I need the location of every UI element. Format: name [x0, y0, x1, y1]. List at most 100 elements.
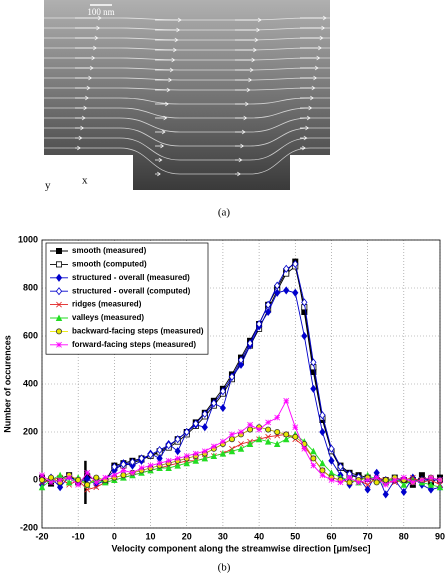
y-tick-label: 400 — [23, 378, 38, 388]
marker — [319, 411, 326, 420]
streamline — [44, 77, 330, 81]
marker — [319, 472, 326, 479]
marker — [319, 427, 326, 437]
marker — [84, 469, 91, 476]
streamline — [44, 67, 330, 71]
arrow — [235, 87, 251, 93]
marker — [165, 457, 172, 464]
marker — [129, 469, 136, 476]
marker — [219, 387, 227, 396]
marker — [301, 445, 308, 452]
scale-label: 100 nm — [87, 7, 114, 17]
marker — [192, 419, 199, 428]
marker — [274, 281, 281, 290]
x-tick-label: 70 — [363, 531, 373, 541]
legend-label: backward-facing steps (measured) — [72, 327, 204, 336]
arrow — [235, 17, 262, 23]
x-tick-label: 60 — [326, 531, 336, 541]
arrow — [235, 143, 245, 149]
marker — [328, 477, 335, 483]
arrow — [300, 145, 306, 151]
streamline — [44, 127, 330, 147]
axis-letter: x — [82, 175, 88, 187]
marker — [400, 487, 407, 497]
legend-label: valleys (measured) — [72, 313, 144, 322]
marker — [292, 433, 299, 440]
x-tick-label: 90 — [435, 531, 445, 541]
marker — [111, 472, 118, 479]
marker — [265, 433, 272, 440]
arrow — [300, 85, 316, 91]
arrow — [300, 55, 321, 61]
marker — [283, 431, 290, 438]
marker — [210, 399, 217, 408]
marker — [120, 467, 127, 474]
arrow — [75, 145, 81, 151]
marker — [283, 397, 290, 404]
marker — [382, 476, 389, 483]
marker — [436, 483, 444, 491]
marker — [328, 456, 335, 465]
marker — [274, 288, 281, 297]
marker — [228, 436, 235, 443]
y-tick-label: 0 — [33, 474, 38, 484]
marker — [310, 358, 317, 367]
arrow — [300, 25, 326, 31]
marker — [265, 426, 272, 433]
marker — [274, 414, 281, 421]
marker — [219, 450, 227, 457]
marker — [373, 479, 380, 486]
x-tick-label: 20 — [182, 531, 192, 541]
arrow — [155, 27, 181, 33]
marker — [292, 259, 299, 269]
marker — [120, 472, 127, 479]
arrow — [235, 57, 256, 63]
arrow — [155, 157, 163, 163]
marker — [427, 481, 435, 488]
x-tick-label: 30 — [218, 531, 228, 541]
arrow — [75, 85, 91, 91]
marker — [56, 483, 64, 492]
marker — [147, 450, 154, 459]
streamline — [44, 107, 330, 119]
marker — [55, 273, 63, 282]
marker — [428, 474, 434, 481]
legend-label: structured - overall (computed) — [72, 286, 191, 295]
marker — [220, 438, 226, 445]
marker — [237, 355, 245, 365]
legend-label: smooth (computed) — [72, 260, 147, 269]
x-tick-label: -10 — [72, 531, 85, 541]
marker — [292, 288, 299, 297]
marker — [75, 481, 82, 488]
arrow — [300, 125, 310, 131]
marker — [39, 472, 45, 479]
marker — [382, 490, 389, 499]
marker — [93, 484, 100, 491]
arrow — [235, 115, 248, 121]
legend: smooth (measured) smooth (computed) struct… — [45, 242, 209, 355]
marker — [292, 424, 299, 431]
marker — [102, 474, 109, 481]
marker — [437, 477, 443, 483]
marker — [346, 474, 353, 481]
marker — [400, 474, 407, 481]
marker — [201, 423, 208, 432]
legend-label: forward-facing steps (measured) — [72, 340, 196, 349]
marker — [283, 264, 290, 273]
arrow — [235, 37, 259, 43]
marker — [247, 421, 253, 428]
x-tick-label: 10 — [146, 531, 156, 541]
arrow — [155, 87, 171, 93]
marker — [201, 409, 208, 419]
marker — [256, 426, 262, 433]
marker — [265, 307, 272, 317]
arrow — [75, 35, 99, 41]
marker — [55, 287, 63, 296]
marker — [111, 462, 118, 471]
streamline — [44, 97, 330, 105]
arrow — [300, 15, 327, 21]
streamline — [44, 17, 330, 21]
arrow — [300, 45, 322, 51]
y-tick-label: 800 — [23, 282, 38, 292]
marker — [328, 444, 335, 453]
